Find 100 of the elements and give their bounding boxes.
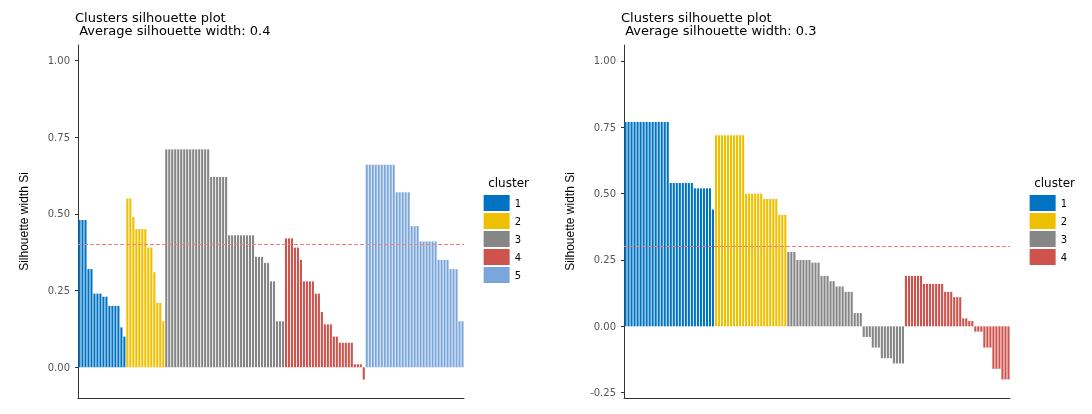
bar — [392, 164, 395, 368]
bar — [681, 183, 684, 327]
bar — [234, 235, 237, 368]
bar — [311, 281, 314, 368]
bar — [847, 291, 850, 327]
bar — [742, 135, 745, 327]
bar — [784, 214, 787, 327]
bar — [678, 183, 681, 327]
chart-subtitle: Average silhouette width: 0.3 — [621, 23, 817, 38]
y-tick-label: 0.75 — [47, 131, 70, 143]
chart-title: Clusters silhouette plot — [75, 10, 226, 25]
y-tick-label: 0.00 — [47, 361, 70, 373]
bar — [651, 121, 654, 327]
bar — [129, 198, 132, 368]
bar — [639, 121, 642, 327]
bar — [225, 176, 228, 368]
bar — [992, 326, 995, 369]
bar — [895, 326, 898, 364]
bar — [772, 198, 775, 327]
bar — [850, 291, 853, 327]
bar — [886, 326, 889, 359]
bar — [889, 326, 892, 359]
bar — [365, 164, 368, 368]
bar — [932, 283, 935, 327]
bar — [1004, 326, 1007, 380]
bar — [736, 135, 739, 327]
bar — [947, 291, 950, 327]
y-tick-label: 1.00 — [47, 54, 70, 66]
bar — [326, 324, 329, 368]
bar — [422, 241, 425, 368]
bar — [714, 135, 718, 327]
bar — [1001, 326, 1004, 380]
bar — [865, 326, 868, 337]
bar — [168, 149, 171, 368]
bar — [99, 293, 102, 368]
bar — [246, 235, 249, 368]
bar — [814, 262, 817, 327]
bar — [368, 164, 371, 368]
bar — [177, 149, 180, 368]
bar — [907, 275, 911, 327]
bar — [739, 135, 742, 327]
bar — [938, 283, 941, 327]
bar — [287, 238, 290, 368]
bar — [672, 183, 675, 327]
bar — [386, 164, 389, 368]
bar — [126, 198, 129, 368]
bar — [663, 121, 666, 327]
bar — [660, 121, 663, 327]
bar — [219, 176, 222, 368]
bar — [657, 121, 660, 327]
y-tick-label: 0.75 — [593, 121, 616, 133]
bar — [636, 121, 639, 327]
bar — [859, 313, 862, 327]
bar — [240, 235, 243, 368]
bar — [443, 259, 446, 368]
y-tick-label: 0.25 — [593, 254, 616, 266]
bar — [702, 188, 705, 327]
bar — [826, 275, 829, 327]
bar — [919, 275, 923, 327]
bar — [138, 229, 141, 368]
bar — [174, 149, 177, 368]
bar — [401, 192, 404, 368]
bar — [805, 259, 808, 327]
bar — [675, 183, 678, 327]
bar — [284, 238, 288, 368]
bar — [204, 149, 207, 368]
bar — [207, 149, 210, 368]
bar — [398, 192, 401, 368]
bar — [144, 229, 147, 368]
bar — [808, 259, 811, 327]
bar — [461, 321, 464, 368]
bar — [416, 226, 419, 368]
bar — [266, 262, 270, 368]
bar — [425, 241, 428, 368]
bar — [96, 293, 99, 368]
bar — [81, 219, 84, 368]
bar — [350, 342, 353, 368]
y-axis-title: Silhouette width Si — [17, 172, 31, 271]
bar — [111, 305, 114, 368]
bar — [1007, 326, 1010, 380]
bar — [913, 275, 917, 327]
bar — [832, 281, 835, 327]
bar — [817, 262, 820, 327]
bar — [377, 164, 380, 368]
bar — [431, 241, 434, 368]
bar — [341, 342, 344, 368]
bar — [726, 135, 730, 327]
bar — [84, 219, 87, 368]
legend-label: 1 — [514, 197, 522, 209]
legend-label: 2 — [514, 215, 522, 227]
bar — [186, 149, 189, 368]
bar — [317, 293, 320, 368]
bar — [983, 326, 986, 348]
bar — [941, 283, 944, 327]
bar — [880, 326, 883, 359]
bar — [192, 149, 195, 368]
bar — [633, 121, 636, 327]
bar — [222, 176, 225, 368]
bar — [720, 135, 724, 327]
bar — [296, 247, 299, 368]
